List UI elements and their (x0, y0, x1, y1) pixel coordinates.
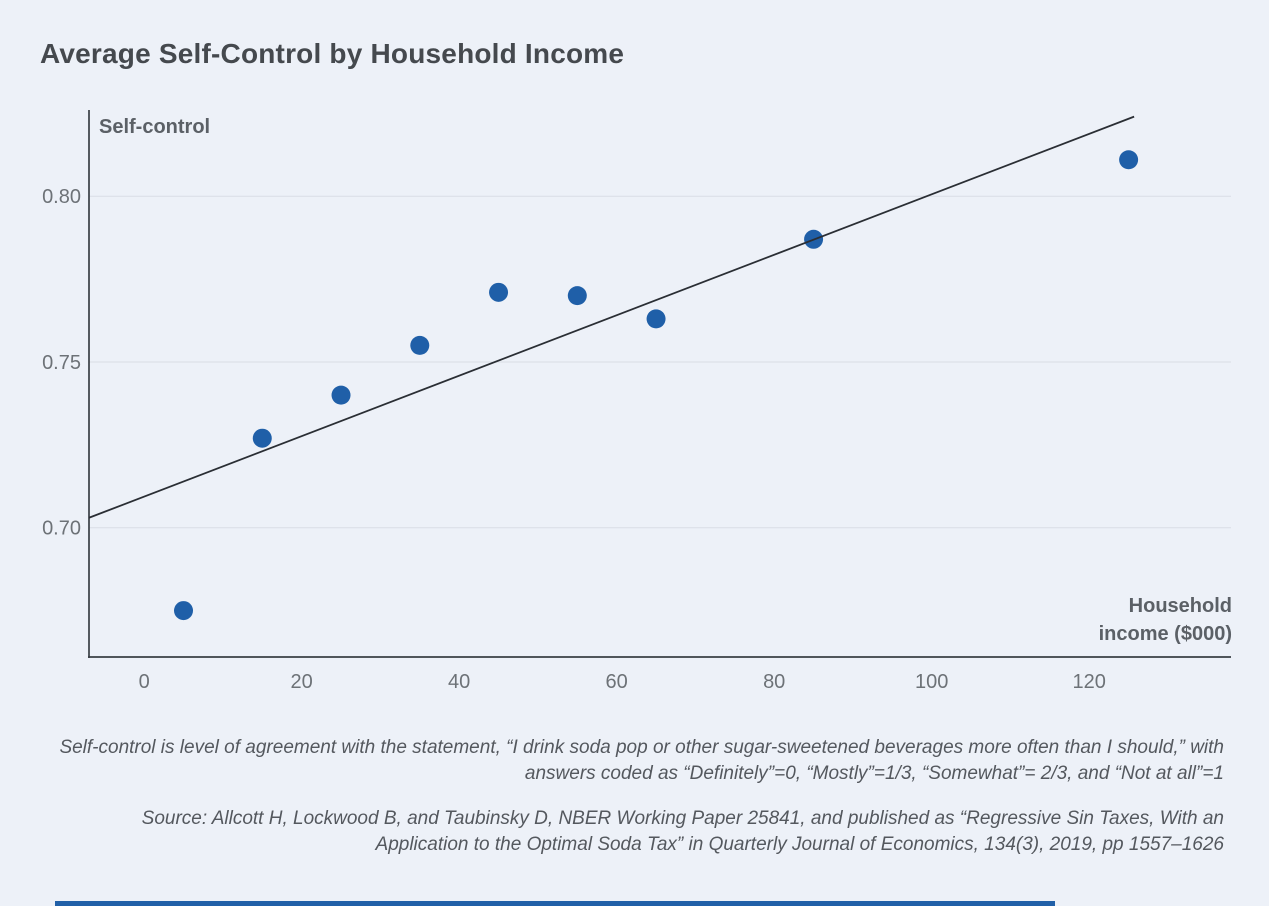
x-tick-label: 80 (763, 671, 785, 693)
x-tick-label: 0 (139, 671, 150, 693)
data-point (174, 601, 194, 621)
x-tick-label: 100 (915, 671, 948, 693)
y-tick-label: 0.80 (42, 186, 81, 208)
y-axis-title: Self-control (99, 116, 211, 138)
y-tick-label: 0.70 (42, 518, 81, 540)
data-point (331, 385, 351, 405)
bottom-accent-bar (55, 901, 1055, 906)
data-point (567, 286, 587, 306)
x-tick-label: 20 (291, 671, 313, 693)
data-point (1119, 150, 1139, 170)
x-tick-label: 60 (606, 671, 628, 693)
definition-note: Self-control is level of agreement with … (59, 737, 1224, 784)
data-point (410, 335, 430, 355)
x-axis-title: Household income ($000) (1099, 592, 1232, 648)
x-tick-label: 120 (1073, 671, 1106, 693)
data-point (489, 282, 509, 302)
x-axis-title-line2: income ($000) (1098, 623, 1232, 645)
data-point (252, 428, 272, 448)
x-axis-title-line1: Household (1128, 595, 1232, 617)
x-tick-label: 40 (448, 671, 470, 693)
source-note: Source: Allcott H, Lockwood B, and Taubi… (141, 808, 1224, 855)
data-point (646, 309, 666, 329)
trend-line (88, 115, 1135, 519)
chart-title: Average Self-Control by Household Income (40, 38, 625, 69)
y-tick-label: 0.75 (42, 352, 81, 374)
